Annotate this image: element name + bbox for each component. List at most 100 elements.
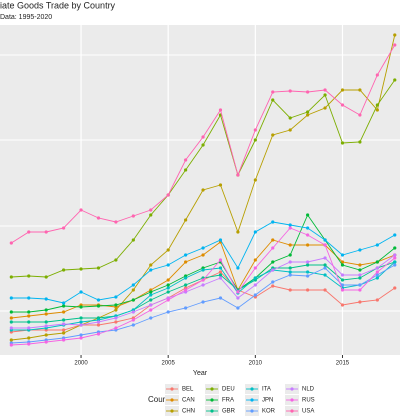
data-point — [166, 298, 170, 302]
data-point — [271, 268, 275, 272]
data-point — [358, 248, 362, 252]
legend-point — [290, 409, 294, 413]
data-point — [358, 140, 362, 144]
legend-label: CAN — [182, 398, 195, 404]
data-point — [306, 110, 310, 114]
data-point — [149, 308, 153, 312]
data-point — [306, 226, 310, 230]
data-point — [358, 288, 362, 292]
data-point — [288, 253, 292, 257]
data-point — [358, 113, 362, 117]
data-point — [114, 308, 118, 312]
data-point — [27, 274, 31, 278]
data-point — [149, 290, 153, 294]
data-point — [340, 283, 345, 287]
data-point — [96, 323, 101, 327]
data-point — [9, 338, 13, 342]
data-point — [340, 303, 345, 307]
data-point — [271, 246, 275, 250]
legend-label: JPN — [262, 398, 273, 404]
legend-point — [250, 398, 254, 402]
data-point — [62, 338, 66, 342]
data-point — [79, 323, 83, 327]
data-point — [323, 288, 327, 292]
data-point — [340, 253, 345, 257]
panel — [0, 25, 400, 355]
data-point — [27, 326, 31, 330]
legend-label: ITA — [262, 387, 271, 393]
data-point — [44, 312, 48, 316]
data-point — [375, 270, 379, 274]
legend-point — [210, 398, 214, 402]
data-point — [323, 256, 327, 260]
legend: BEL CAN CHN DEU FRA GBR ITA JPN KOR NLD RUS USA — [165, 384, 315, 416]
data-point — [27, 314, 31, 318]
data-point — [393, 78, 397, 82]
data-point — [218, 108, 223, 112]
data-point — [236, 230, 240, 234]
data-point — [44, 324, 48, 328]
data-point — [271, 280, 275, 284]
data-point — [323, 93, 327, 97]
data-point — [114, 220, 118, 224]
data-point — [358, 263, 362, 267]
data-point — [27, 296, 31, 300]
data-point — [340, 278, 345, 282]
data-point — [44, 308, 48, 312]
legend-label: CHN — [182, 409, 195, 415]
data-point — [79, 316, 83, 320]
legend-label: NLD — [302, 387, 315, 393]
data-point — [131, 283, 135, 287]
data-point — [27, 310, 31, 314]
data-point — [131, 323, 135, 327]
data-point — [96, 320, 101, 324]
data-point — [306, 288, 310, 292]
data-point — [323, 266, 327, 270]
data-point — [236, 306, 240, 310]
data-point — [358, 300, 362, 304]
data-point — [201, 143, 205, 147]
data-point — [96, 266, 101, 270]
data-point — [79, 320, 83, 324]
data-point — [306, 274, 310, 278]
data-point — [166, 286, 170, 290]
data-point — [218, 258, 223, 262]
legend-label: USA — [302, 409, 314, 415]
data-point — [131, 318, 135, 322]
data-point — [166, 310, 170, 314]
data-point — [393, 233, 397, 237]
data-point — [44, 320, 48, 324]
data-point — [62, 322, 66, 326]
data-point — [236, 296, 240, 300]
data-point — [184, 276, 188, 280]
data-point — [96, 298, 101, 302]
data-point — [218, 273, 223, 277]
data-point — [166, 290, 170, 294]
data-point — [131, 310, 135, 314]
data-point — [96, 216, 101, 220]
data-point — [288, 273, 292, 277]
data-point — [62, 310, 66, 314]
data-point — [201, 135, 205, 139]
data-point — [288, 223, 292, 227]
data-point — [288, 128, 292, 132]
data-point — [340, 273, 345, 277]
data-point — [393, 43, 397, 47]
data-point — [218, 266, 223, 270]
data-point — [166, 193, 170, 197]
data-point — [271, 260, 275, 264]
data-point — [79, 208, 83, 212]
data-point — [358, 283, 362, 287]
data-point — [306, 213, 310, 217]
data-point — [201, 246, 205, 250]
data-point — [184, 158, 188, 162]
data-point — [375, 243, 379, 247]
legend-point — [290, 398, 294, 402]
legend-point — [170, 387, 174, 391]
data-point — [271, 133, 275, 137]
data-point — [149, 268, 153, 272]
data-point — [288, 89, 292, 93]
legend-point — [250, 387, 254, 391]
data-point — [323, 263, 327, 267]
data-point — [62, 226, 66, 230]
